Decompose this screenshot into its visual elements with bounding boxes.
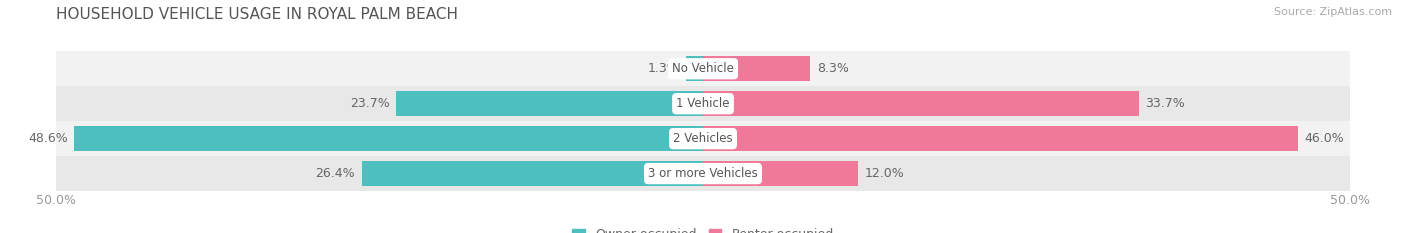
Bar: [361, 161, 703, 186]
Text: 2 Vehicles: 2 Vehicles: [673, 132, 733, 145]
Text: 8.3%: 8.3%: [817, 62, 849, 75]
Bar: [56, 51, 1350, 86]
Text: HOUSEHOLD VEHICLE USAGE IN ROYAL PALM BEACH: HOUSEHOLD VEHICLE USAGE IN ROYAL PALM BE…: [56, 7, 458, 22]
Text: 3 or more Vehicles: 3 or more Vehicles: [648, 167, 758, 180]
Text: No Vehicle: No Vehicle: [672, 62, 734, 75]
Text: 26.4%: 26.4%: [315, 167, 356, 180]
Bar: [703, 126, 1298, 151]
Bar: [703, 91, 1139, 116]
Text: 33.7%: 33.7%: [1146, 97, 1185, 110]
Bar: [703, 161, 858, 186]
Bar: [56, 156, 1350, 191]
Text: Source: ZipAtlas.com: Source: ZipAtlas.com: [1274, 7, 1392, 17]
Bar: [703, 56, 810, 81]
Text: 46.0%: 46.0%: [1305, 132, 1344, 145]
Bar: [396, 91, 703, 116]
Text: 1.3%: 1.3%: [648, 62, 679, 75]
Bar: [686, 56, 703, 81]
Text: 23.7%: 23.7%: [350, 97, 389, 110]
Bar: [75, 126, 703, 151]
Bar: [56, 86, 1350, 121]
Bar: [56, 121, 1350, 156]
Text: 48.6%: 48.6%: [28, 132, 67, 145]
Legend: Owner-occupied, Renter-occupied: Owner-occupied, Renter-occupied: [572, 228, 834, 233]
Text: 12.0%: 12.0%: [865, 167, 904, 180]
Text: 1 Vehicle: 1 Vehicle: [676, 97, 730, 110]
